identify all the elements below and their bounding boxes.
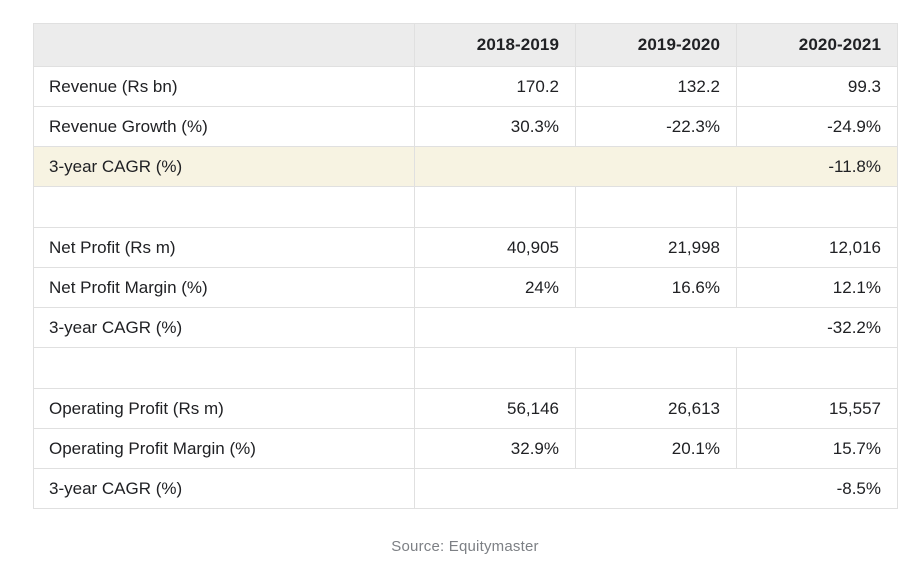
spacer-cell bbox=[575, 347, 737, 389]
source-attribution: Source: Equitymaster bbox=[391, 538, 539, 555]
spacer-cell bbox=[33, 186, 415, 228]
value-cell: 132.2 bbox=[575, 66, 737, 107]
value-cell: 24% bbox=[414, 267, 576, 308]
value-cell: 170.2 bbox=[414, 66, 576, 107]
cagr-value-cell: -11.8% bbox=[414, 146, 898, 187]
spacer-cell bbox=[575, 186, 737, 228]
spacer-row bbox=[33, 186, 898, 228]
cagr-value-cell: -8.5% bbox=[414, 468, 898, 509]
value-cell: 15,557 bbox=[736, 388, 898, 429]
value-cell: -24.9% bbox=[736, 106, 898, 147]
table-row: Operating Profit (Rs m) 56,146 26,613 15,55… bbox=[33, 388, 898, 429]
row-label: 3-year CAGR (%) bbox=[33, 468, 415, 509]
column-header-2019-2020: 2019-2020 bbox=[575, 23, 737, 67]
table-header: 2018-2019 2019-2020 2020-2021 bbox=[33, 23, 898, 67]
value-cell: 56,146 bbox=[414, 388, 576, 429]
header-corner-cell bbox=[33, 23, 415, 67]
spacer-cell bbox=[33, 347, 415, 389]
spacer-cell bbox=[736, 186, 898, 228]
value-cell: 16.6% bbox=[575, 267, 737, 308]
table-row: 3-year CAGR (%) -32.2% bbox=[33, 307, 898, 348]
value-cell: 21,998 bbox=[575, 227, 737, 268]
table-row: 3-year CAGR (%) -8.5% bbox=[33, 468, 898, 509]
table-row: 3-year CAGR (%) -11.8% bbox=[33, 146, 898, 187]
value-cell: 30.3% bbox=[414, 106, 576, 147]
value-cell: 99.3 bbox=[736, 66, 898, 107]
spacer-cell bbox=[414, 347, 576, 389]
column-header-2020-2021: 2020-2021 bbox=[736, 23, 898, 67]
row-label: Net Profit (Rs m) bbox=[33, 227, 415, 268]
table-row: Net Profit (Rs m) 40,905 21,998 12,016 bbox=[33, 227, 898, 268]
value-cell: 32.9% bbox=[414, 428, 576, 469]
table-row: Revenue Growth (%) 30.3% -22.3% -24.9% bbox=[33, 106, 898, 147]
cagr-value-cell: -32.2% bbox=[414, 307, 898, 348]
value-cell: 26,613 bbox=[575, 388, 737, 429]
spacer-cell bbox=[736, 347, 898, 389]
row-label: Revenue Growth (%) bbox=[33, 106, 415, 147]
row-label: Net Profit Margin (%) bbox=[33, 267, 415, 308]
value-cell: 12.1% bbox=[736, 267, 898, 308]
table-row: Operating Profit Margin (%) 32.9% 20.1% 15.… bbox=[33, 428, 898, 469]
spacer-cell bbox=[414, 186, 576, 228]
row-label: 3-year CAGR (%) bbox=[33, 307, 415, 348]
value-cell: 12,016 bbox=[736, 227, 898, 268]
column-header-2018-2019: 2018-2019 bbox=[414, 23, 576, 67]
table-row: Net Profit Margin (%) 24% 16.6% 12.1% bbox=[33, 267, 898, 308]
row-label: 3-year CAGR (%) bbox=[33, 146, 415, 187]
row-label: Operating Profit (Rs m) bbox=[33, 388, 415, 429]
value-cell: -22.3% bbox=[575, 106, 737, 147]
row-label: Operating Profit Margin (%) bbox=[33, 428, 415, 469]
row-label: Revenue (Rs bn) bbox=[33, 66, 415, 107]
table-row: Revenue (Rs bn) 170.2 132.2 99.3 bbox=[33, 66, 898, 107]
header-row: 2018-2019 2019-2020 2020-2021 bbox=[33, 23, 898, 67]
value-cell: 40,905 bbox=[414, 227, 576, 268]
spacer-row bbox=[33, 347, 898, 389]
value-cell: 20.1% bbox=[575, 428, 737, 469]
value-cell: 15.7% bbox=[736, 428, 898, 469]
table-body: Revenue (Rs bn) 170.2 132.2 99.3 Revenue Gro… bbox=[33, 66, 898, 509]
financials-table: 2018-2019 2019-2020 2020-2021 Revenue (Rs … bbox=[33, 23, 898, 509]
